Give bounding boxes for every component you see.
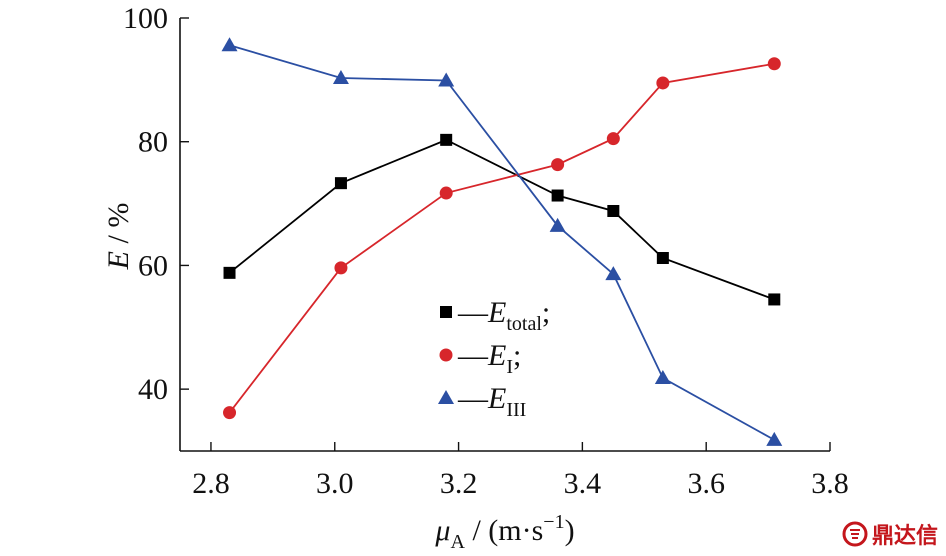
x-tick-label: 2.8 [192,467,230,500]
data-point [332,70,349,85]
series-circle [223,57,781,420]
watermark: 鼎达信 [842,518,938,550]
logo-seal-icon [842,521,868,547]
data-point [768,293,781,306]
legend-label: —Etotal; [457,296,550,335]
y-tick-label: 40 [138,373,168,406]
data-point [551,189,564,202]
data-point [767,57,781,71]
legend-marker [438,390,454,404]
series-line [229,44,775,441]
legend-item: —EIII [438,382,526,421]
x-tick-label: 3.6 [687,467,725,500]
legend-label: —EIII [457,382,526,421]
data-point [654,370,671,385]
x-tick-label: 3.2 [440,467,478,500]
data-point [223,266,236,279]
data-point [549,217,566,232]
data-point [766,431,783,446]
series-layer [221,37,783,446]
series-line [228,138,775,301]
data-point [607,204,620,217]
data-point [334,261,348,275]
data-point [438,72,455,87]
x-tick-label: 3.0 [316,467,354,500]
legend-label: —EI; [457,339,521,378]
legend-item: —EI; [439,339,521,378]
series-triangle [221,37,783,446]
data-point [656,76,670,90]
x-tick-label: 3.4 [564,467,602,500]
y-tick-label: 80 [138,126,168,159]
legend: —Etotal; —EI; —EIII [438,296,550,421]
axis-labels: μA / (m·s−1) E / % [102,203,575,553]
y-axis-label: E / % [102,203,135,271]
data-point [656,252,669,265]
watermark-text: 鼎达信 [871,524,938,549]
data-point [605,266,622,281]
data-point [551,158,565,172]
axes: 2.8 3.0 3.2 3.4 3.6 3.8 40 60 80 100 [123,2,849,500]
data-point [440,133,453,146]
legend-marker [440,306,452,318]
legend-item: —Etotal; [440,296,550,335]
data-point [223,406,237,420]
data-point [221,37,238,52]
y-tick-label: 100 [123,2,168,35]
x-axis-label: μA / (m·s−1) [434,511,574,553]
data-point [334,177,347,190]
data-point [606,132,620,146]
data-point [439,186,453,200]
legend-marker [439,348,453,362]
x-tick-label: 3.8 [811,467,849,500]
series-square [223,133,781,306]
y-tick-label: 60 [138,249,168,282]
